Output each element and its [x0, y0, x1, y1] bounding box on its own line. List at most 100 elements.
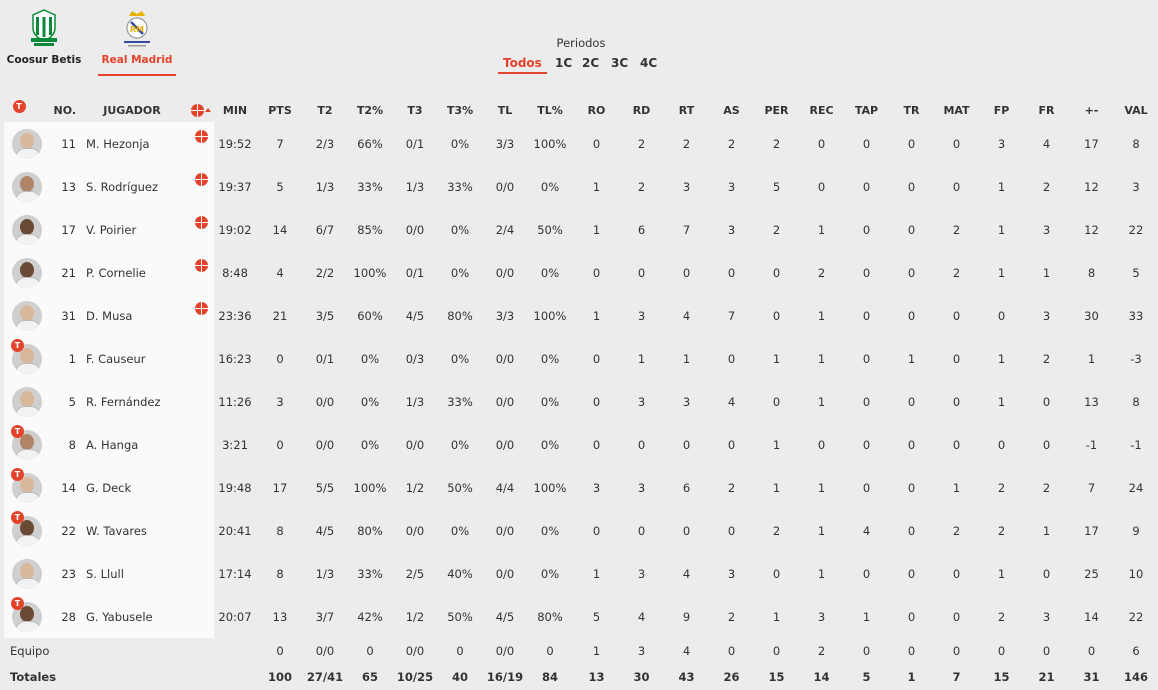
stat-cell: 1/2 [405, 480, 425, 495]
stat-cell: 50% [447, 609, 473, 624]
stat-cell: 0 [997, 308, 1006, 323]
player-row[interactable]: T 28 G. Yabusele 20:07 13 3/7 42% 1/2 50% 4/5 80% 5… [4, 595, 1158, 638]
player-photo-head [20, 433, 34, 450]
period-tab-q4[interactable]: 4C [640, 56, 658, 70]
stat-cell: 17 [1084, 523, 1099, 538]
stat-cell: 19:37 [218, 179, 252, 194]
on-court-cell [188, 122, 214, 165]
stat-cell: 2 [1042, 351, 1051, 366]
player-row[interactable]: 31 D. Musa 23:36 21 3/5 60% 4/5 80% 3/3 100% 1 3 4 7 0… [4, 294, 1158, 337]
player-photo-head [20, 562, 34, 579]
player-name[interactable]: M. Hezonja [76, 122, 188, 165]
stat-cell: 0 [366, 644, 374, 658]
stat-cell: 0% [450, 437, 470, 452]
player-row[interactable]: 13 S. Rodríguez 19:37 5 1/3 33% 1/3 33% 0/0 0% 1 2 3… [4, 165, 1158, 208]
header-t3pct[interactable]: T3% [446, 103, 474, 117]
header-plus-minus[interactable]: +- [1084, 103, 1099, 117]
header-pts[interactable]: PTS [268, 103, 292, 117]
tab-real-madrid[interactable]: RM Real Madrid [98, 8, 176, 76]
stat-cell: 0 [862, 265, 871, 280]
stat-cell: 2 [637, 136, 646, 151]
header-fr[interactable]: FR [1038, 103, 1055, 117]
header-tlpct[interactable]: TL% [537, 103, 563, 117]
stat-cell: 0 [772, 566, 781, 581]
stat-cell: 0/0 [495, 644, 515, 658]
on-court-cell [188, 251, 214, 294]
player-row[interactable]: 17 V. Poirier 19:02 14 6/7 85% 0/0 0% 2/4 50% 1 6 7 3… [4, 208, 1158, 251]
stat-cell: 0 [952, 437, 961, 452]
player-row[interactable]: 5 R. Fernández 11:26 3 0/0 0% 1/3 33% 0/0 0% 0 3 3 4 0… [4, 380, 1158, 423]
player-photo-head [20, 347, 34, 364]
player-photo-head [20, 390, 34, 407]
period-tab-q3[interactable]: 3C [611, 56, 629, 70]
header-t2[interactable]: T2 [317, 103, 333, 117]
header-starter-filter[interactable]: T [4, 98, 50, 122]
stat-cell: 2 [772, 523, 781, 538]
stat-cell: 7 [682, 222, 691, 237]
period-tab-q1[interactable]: 1C [555, 56, 573, 70]
stat-cell: 100% [533, 136, 567, 151]
header-val[interactable]: VAL [1124, 103, 1148, 117]
stat-cell: 3:21 [222, 437, 248, 452]
header-ro[interactable]: RO [587, 103, 606, 117]
player-photo-body [15, 276, 41, 288]
stat-cell: 25 [1084, 566, 1099, 581]
player-row[interactable]: T 1 F. Causeur 16:23 0 0/1 0% 0/3 0% 0/0 0% 0 1 1 0 1 1 0… [4, 337, 1158, 380]
player-row[interactable]: T 14 G. Deck 19:48 17 5/5 100% 1/2 50% 4/4 100% 3 3 6… [4, 466, 1158, 509]
header-t3[interactable]: T3 [407, 103, 423, 117]
player-name[interactable]: P. Cornelie [76, 251, 188, 294]
player-name[interactable]: D. Musa [76, 294, 188, 337]
player-name[interactable]: A. Hanga [76, 423, 188, 466]
stat-cell: 7 [1087, 480, 1096, 495]
stat-cell: 0 [727, 523, 736, 538]
header-fp[interactable]: FP [993, 103, 1010, 117]
sort-arrow-icon [205, 108, 211, 113]
header-no[interactable]: NO. [53, 103, 77, 117]
header-tr[interactable]: TR [903, 103, 920, 117]
header-rt[interactable]: RT [678, 103, 695, 117]
player-name[interactable]: G. Yabusele [76, 595, 188, 638]
player-row[interactable]: T 22 W. Tavares 20:41 8 4/5 80% 0/0 0% 0/0 0% 0 0 0 0 2… [4, 509, 1158, 552]
stat-cell: 3 [637, 308, 646, 323]
stat-cell: 0 [907, 179, 916, 194]
player-name[interactable]: W. Tavares [76, 509, 188, 552]
player-name[interactable]: V. Poirier [76, 208, 188, 251]
real-madrid-logo-icon: RM [124, 11, 150, 47]
period-tab-all[interactable]: Todos [498, 56, 547, 74]
player-name[interactable]: G. Deck [76, 466, 188, 509]
stat-cell: 0 [952, 351, 961, 366]
stat-cell: 0 [997, 644, 1006, 658]
stat-cell: 2 [727, 609, 736, 624]
player-name[interactable]: S. Llull [76, 552, 188, 595]
player-photo-head [20, 519, 34, 536]
header-player[interactable]: JUGADOR [103, 103, 161, 117]
tab-coosur-betis[interactable]: Coosur Betis [4, 8, 84, 76]
player-name[interactable]: R. Fernández [76, 380, 188, 423]
team-row: Equipo 0 0/0 0 0/0 0 0/0 0 1 3 4 0 0 2 0 0 0 0 0 0 6 [4, 638, 1158, 664]
period-tab-q2[interactable]: 2C [582, 56, 600, 70]
stat-cell: 3 [637, 480, 646, 495]
player-name[interactable]: S. Rodríguez [76, 165, 188, 208]
on-court-cell [188, 337, 214, 380]
header-t2pct[interactable]: T2% [356, 103, 384, 117]
stat-cell: 100% [533, 308, 567, 323]
header-tl[interactable]: TL [497, 103, 513, 117]
header-rd[interactable]: RD [632, 103, 651, 117]
header-min[interactable]: MIN [222, 103, 248, 117]
stat-cell: 0 [907, 308, 916, 323]
player-row[interactable]: 11 M. Hezonja 19:52 7 2/3 66% 0/1 0% 3/3 100% 0 2 2 2… [4, 122, 1158, 165]
player-row[interactable]: T 8 A. Hanga 3:21 0 0/0 0% 0/0 0% 0/0 0% 0 0 0 0 1 0 0 0 0 0… [4, 423, 1158, 466]
stat-cell: 3/5 [315, 308, 335, 323]
header-per[interactable]: PER [764, 103, 789, 117]
header-as[interactable]: AS [723, 103, 740, 117]
player-row[interactable]: 21 P. Cornelie 8:48 4 2/2 100% 0/1 0% 0/0 0% 0 0 0 0 0… [4, 251, 1158, 294]
header-rec[interactable]: REC [809, 103, 834, 117]
header-mat[interactable]: MAT [943, 103, 970, 117]
player-name[interactable]: F. Causeur [76, 337, 188, 380]
header-tap[interactable]: TAP [854, 103, 879, 117]
stat-cell: 2 [817, 644, 826, 658]
player-row[interactable]: 23 S. Llull 17:14 8 1/3 33% 2/5 40% 0/0 0% 1 3 4 3 0 1 0… [4, 552, 1158, 595]
stat-cell: 4/5 [315, 523, 335, 538]
player-photo [12, 558, 42, 589]
header-on-court[interactable] [188, 98, 214, 122]
